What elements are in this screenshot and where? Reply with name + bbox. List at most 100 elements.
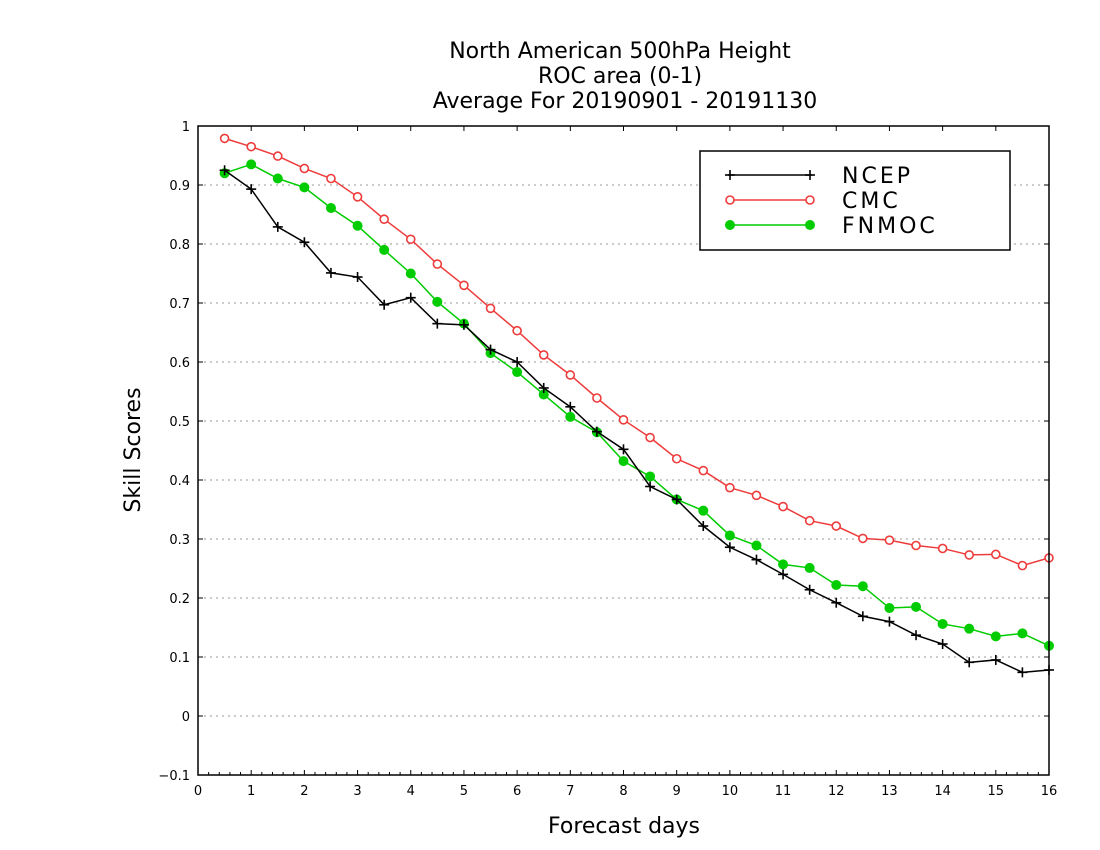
x-tick-label: 10 bbox=[722, 784, 739, 799]
legend-entry-fnmoc: FNMOC bbox=[725, 214, 938, 239]
legend-marker-ncep bbox=[805, 170, 815, 180]
y-tick-label: 0 bbox=[182, 710, 190, 725]
chart-title-line-2: ROC area (0-1) bbox=[538, 64, 702, 89]
data-point-cmc bbox=[831, 521, 842, 531]
data-point-ncep bbox=[591, 426, 602, 437]
data-point-cmc bbox=[937, 543, 948, 554]
data-point-fnmoc bbox=[645, 471, 656, 482]
data-point-ncep bbox=[645, 481, 656, 492]
data-point-ncep bbox=[990, 654, 1001, 665]
y-tick-label: 0.4 bbox=[169, 474, 190, 489]
data-point-ncep bbox=[299, 237, 310, 248]
data-point-cmc bbox=[352, 192, 363, 202]
x-tick-label: 8 bbox=[619, 784, 627, 799]
x-tick-label: 5 bbox=[460, 784, 468, 799]
data-point-cmc bbox=[432, 259, 443, 269]
data-point-ncep bbox=[911, 630, 922, 641]
data-point-ncep bbox=[778, 569, 789, 580]
x-tick-label: 1 bbox=[247, 784, 255, 799]
data-point-cmc bbox=[645, 432, 655, 443]
data-point-fnmoc bbox=[937, 618, 948, 629]
data-point-ncep bbox=[1017, 667, 1028, 678]
data-point-cmc bbox=[991, 549, 1001, 560]
data-point-ncep bbox=[671, 494, 682, 505]
data-point-fnmoc bbox=[272, 173, 283, 184]
series-group bbox=[219, 133, 1054, 678]
data-point-fnmoc bbox=[618, 456, 629, 467]
data-point-ncep bbox=[964, 657, 975, 668]
x-tick-label: 7 bbox=[566, 784, 574, 799]
data-point-fnmoc bbox=[778, 559, 789, 570]
legend-marker-fnmoc bbox=[805, 220, 815, 230]
legend-marker-fnmoc bbox=[725, 220, 735, 230]
data-point-fnmoc bbox=[379, 244, 390, 255]
y-tick-label: 0.2 bbox=[169, 592, 190, 607]
y-tick-label: 0.6 bbox=[169, 356, 190, 371]
data-point-ncep bbox=[804, 584, 815, 595]
x-tick-label: 6 bbox=[513, 784, 521, 799]
legend-marker-cmc bbox=[725, 195, 735, 205]
data-point-cmc bbox=[246, 141, 256, 152]
x-tick-label: 14 bbox=[934, 784, 951, 799]
data-point-ncep bbox=[884, 616, 895, 627]
data-point-fnmoc bbox=[990, 631, 1001, 642]
data-point-cmc bbox=[592, 393, 602, 403]
series-ncep bbox=[219, 165, 1054, 678]
data-point-cmc bbox=[565, 370, 576, 380]
legend-label-ncep: NCEP bbox=[842, 164, 913, 189]
data-point-ncep bbox=[272, 221, 283, 232]
y-tick-label: 0.7 bbox=[169, 297, 190, 312]
data-point-ncep bbox=[246, 184, 257, 195]
data-point-ncep bbox=[618, 444, 629, 455]
y-tick-label: 0.5 bbox=[169, 415, 190, 430]
data-point-cmc bbox=[379, 214, 389, 225]
x-tick-label: 9 bbox=[673, 784, 681, 799]
data-point-cmc bbox=[512, 325, 522, 336]
x-tick-label: 12 bbox=[828, 784, 845, 799]
data-point-cmc bbox=[725, 482, 735, 493]
data-point-fnmoc bbox=[724, 530, 735, 541]
x-tick-labels: 0 1 2 3 4 5 6 7 8 9 10 11 12 13 14 15 16 bbox=[194, 784, 1057, 799]
data-point-cmc bbox=[299, 163, 310, 174]
data-point-cmc bbox=[671, 453, 682, 464]
y-tick-label: 1 bbox=[182, 120, 190, 135]
legend-marker-cmc bbox=[805, 195, 815, 205]
chart-title-line-1: North American 500hPa Height bbox=[449, 39, 791, 64]
y-tick-label: 0.3 bbox=[169, 533, 190, 548]
data-point-fnmoc bbox=[911, 601, 922, 612]
data-point-fnmoc bbox=[804, 562, 815, 573]
y-tick-label: 0.8 bbox=[169, 238, 190, 253]
data-point-cmc bbox=[778, 501, 788, 512]
legend-label-fnmoc: FNMOC bbox=[842, 214, 938, 239]
data-point-fnmoc bbox=[751, 540, 762, 551]
data-point-ncep bbox=[937, 639, 948, 650]
x-tick-label: 3 bbox=[353, 784, 361, 799]
y-tick-labels: −0.1 0 0.1 0.2 0.3 0.4 0.5 0.6 0.7 0.8 0.9 1 bbox=[158, 120, 190, 784]
data-point-cmc bbox=[911, 540, 921, 551]
data-point-ncep bbox=[512, 357, 523, 367]
data-point-ncep bbox=[831, 597, 842, 608]
data-point-cmc bbox=[698, 465, 709, 476]
data-point-ncep bbox=[565, 401, 576, 412]
data-point-fnmoc bbox=[1017, 628, 1028, 639]
data-point-ncep bbox=[485, 344, 496, 355]
x-axis-label: Forecast days bbox=[548, 814, 700, 839]
data-point-fnmoc bbox=[352, 220, 363, 231]
chart-title: North American 500hPa Height ROC area (0… bbox=[433, 39, 818, 114]
data-point-fnmoc bbox=[698, 505, 709, 516]
y-tick-label: 0.1 bbox=[169, 651, 190, 666]
data-point-cmc bbox=[964, 550, 975, 560]
data-point-cmc bbox=[485, 303, 496, 314]
y-axis-label: Skill Scores bbox=[121, 387, 146, 512]
x-tick-label: 2 bbox=[300, 784, 308, 799]
data-point-cmc bbox=[219, 133, 230, 144]
data-point-fnmoc bbox=[299, 182, 310, 193]
data-point-fnmoc bbox=[405, 268, 416, 279]
data-point-cmc bbox=[751, 490, 762, 501]
legend-marker-ncep bbox=[725, 170, 735, 180]
data-point-cmc bbox=[804, 515, 815, 526]
data-point-ncep bbox=[379, 299, 390, 310]
data-point-ncep bbox=[219, 165, 230, 176]
